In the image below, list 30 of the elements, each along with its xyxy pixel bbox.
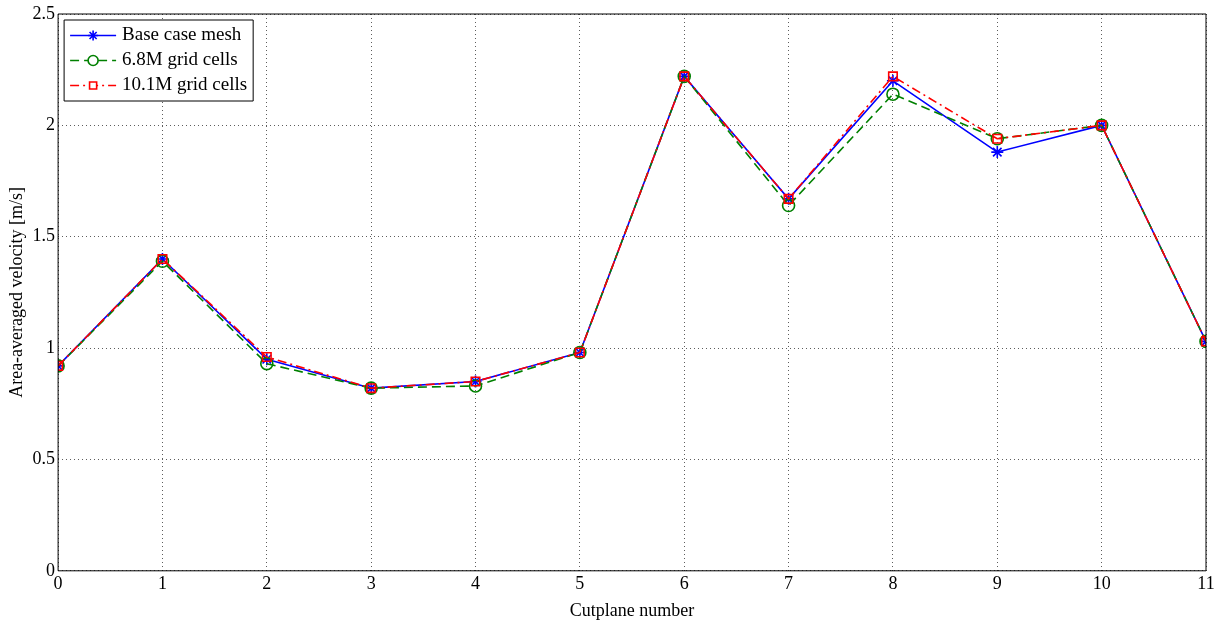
x-tick-label: 3 [366,573,376,594]
x-tick-label: 2 [262,573,272,594]
x-tick-label: 8 [888,573,898,594]
point [887,71,898,82]
y-tick-label: 1 [46,336,56,357]
point [886,87,900,101]
point [468,379,483,393]
y-tick-label: 1.5 [32,225,56,246]
point [261,351,272,363]
x-tick-label: 10 [1092,573,1111,594]
x-tick-label: 7 [784,573,794,594]
point [260,352,274,367]
y-axis-title: Area-averaged velocity [m/s] [5,186,26,398]
legend-label: 10.1M grid cells [122,73,248,95]
legend-label: 6.8M grid cells [122,48,238,70]
x-axis-title: Cutplane number [569,599,695,620]
point [990,145,1005,159]
x-tick-label: 9 [992,573,1002,594]
point [260,356,274,371]
y-tick-label: 2 [46,114,56,135]
point [781,198,796,213]
x-tick-label: 5 [575,573,585,594]
legend-label: Base case mesh [122,23,242,45]
y-tick-label: 0.5 [32,448,56,469]
x-tick-label: 1 [157,573,167,594]
x-tick-label: 6 [679,573,689,594]
x-tick-label: 11 [1197,573,1215,594]
point [886,74,900,88]
y-tick-label: 2.5 [32,2,56,23]
x-tick-label: 4 [471,573,481,594]
